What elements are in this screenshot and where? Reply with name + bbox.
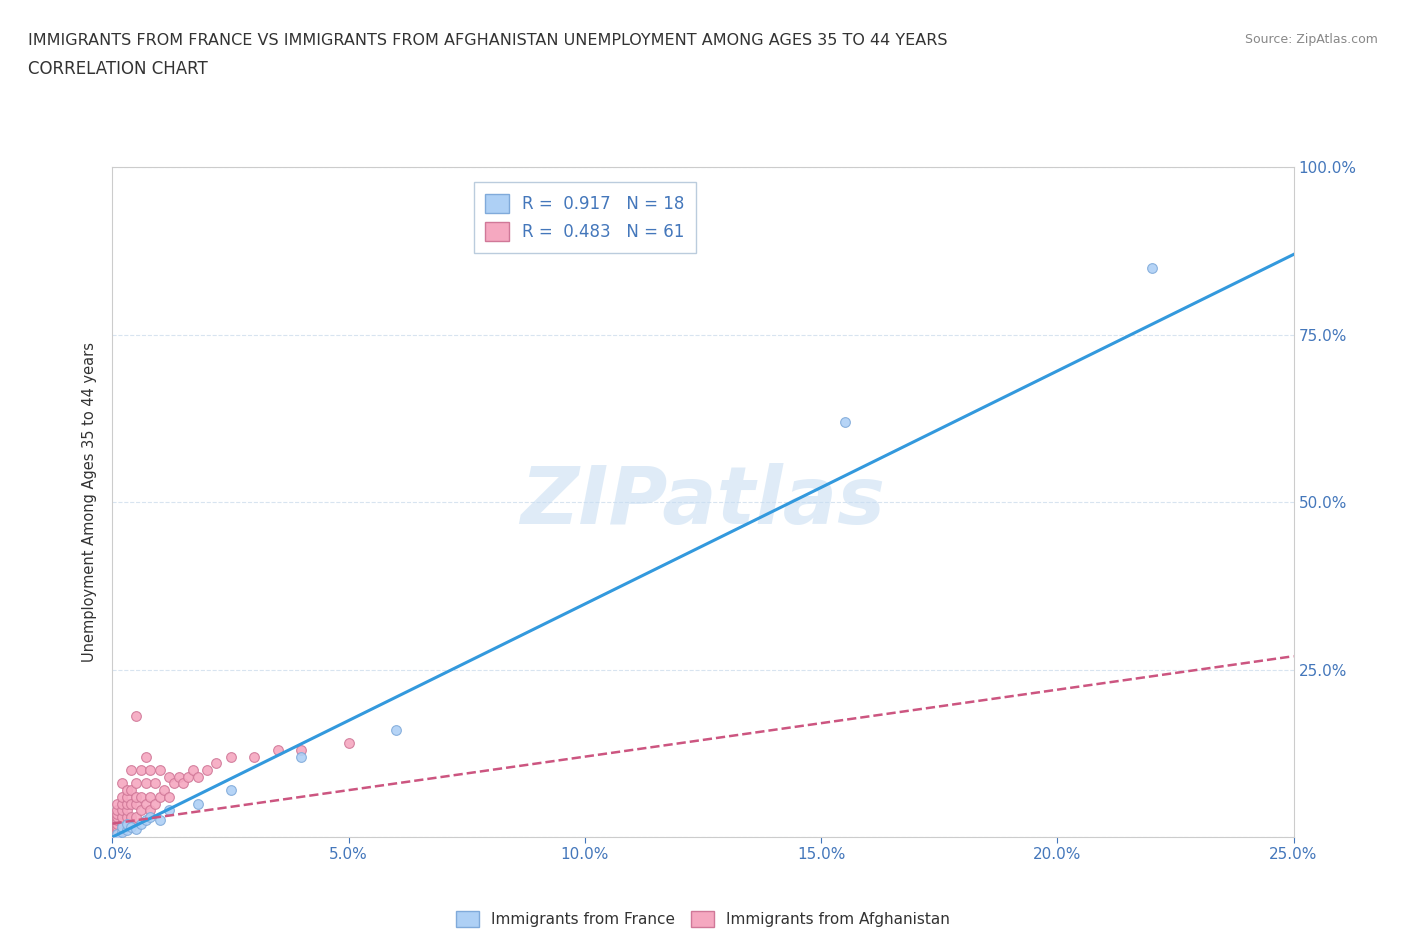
Point (115, 809, 138, 824)
Point (135, 813, 157, 828)
Point (139, 803, 162, 817)
Point (111, 803, 134, 817)
Point (267, 742, 290, 757)
Point (120, 783, 142, 798)
Point (195, 763, 218, 777)
Point (115, 817, 138, 831)
Text: Source: ZipAtlas.com: Source: ZipAtlas.com (1244, 33, 1378, 46)
Point (1140, 260, 1163, 275)
Point (115, 803, 138, 817)
Point (143, 776, 166, 790)
Point (153, 783, 176, 798)
Point (186, 796, 208, 811)
Point (115, 817, 138, 831)
Point (105, 826, 128, 841)
Point (105, 806, 128, 821)
Point (111, 819, 134, 834)
Point (139, 790, 162, 804)
Point (120, 817, 142, 831)
Point (129, 790, 152, 804)
Point (111, 817, 134, 831)
Point (139, 809, 162, 824)
Point (186, 769, 208, 784)
Point (385, 723, 408, 737)
Point (120, 763, 142, 777)
Point (125, 796, 148, 811)
Point (149, 763, 172, 777)
Point (125, 809, 148, 824)
Point (129, 763, 152, 777)
Point (149, 790, 172, 804)
Point (129, 803, 152, 817)
Y-axis label: Unemployment Among Ages 35 to 44 years: Unemployment Among Ages 35 to 44 years (82, 342, 97, 662)
Point (120, 796, 142, 811)
Point (135, 796, 157, 811)
Point (105, 796, 128, 811)
Point (105, 819, 128, 834)
Point (337, 736, 360, 751)
Point (111, 790, 134, 804)
Point (125, 821, 148, 836)
Point (167, 769, 190, 784)
Point (105, 803, 128, 817)
Point (135, 776, 157, 790)
Legend: Immigrants from France, Immigrants from Afghanistan: Immigrants from France, Immigrants from … (450, 905, 956, 930)
Point (290, 750, 312, 764)
Point (111, 796, 134, 811)
Text: CORRELATION CHART: CORRELATION CHART (28, 60, 208, 78)
Point (125, 709, 148, 724)
Point (135, 750, 157, 764)
Point (143, 796, 166, 811)
Point (177, 769, 200, 784)
Text: IMMIGRANTS FROM FRANCE VS IMMIGRANTS FROM AFGHANISTAN UNEMPLOYMENT AMONG AGES 35: IMMIGRANTS FROM FRANCE VS IMMIGRANTS FRO… (28, 33, 948, 47)
Point (115, 790, 138, 804)
Point (120, 819, 142, 834)
Point (129, 817, 152, 831)
Point (115, 823, 138, 838)
Point (181, 763, 204, 777)
Point (111, 776, 134, 790)
Point (125, 776, 148, 790)
Point (157, 790, 180, 804)
Point (111, 824, 134, 839)
Point (149, 813, 172, 828)
Point (125, 790, 148, 804)
Point (172, 776, 194, 790)
Point (157, 769, 180, 784)
Point (834, 415, 856, 430)
Text: ZIPatlas: ZIPatlas (520, 463, 886, 541)
Point (219, 783, 242, 798)
Point (219, 750, 242, 764)
Point (115, 783, 138, 798)
Point (115, 796, 138, 811)
Point (111, 823, 134, 838)
Point (105, 809, 128, 824)
Point (205, 756, 228, 771)
Point (105, 826, 128, 841)
Point (105, 817, 128, 831)
Point (139, 763, 162, 777)
Point (243, 750, 266, 764)
Point (157, 803, 180, 817)
Point (111, 809, 134, 824)
Point (163, 776, 186, 790)
Point (105, 823, 128, 838)
Point (105, 813, 128, 828)
Point (120, 809, 142, 824)
Point (290, 742, 312, 757)
